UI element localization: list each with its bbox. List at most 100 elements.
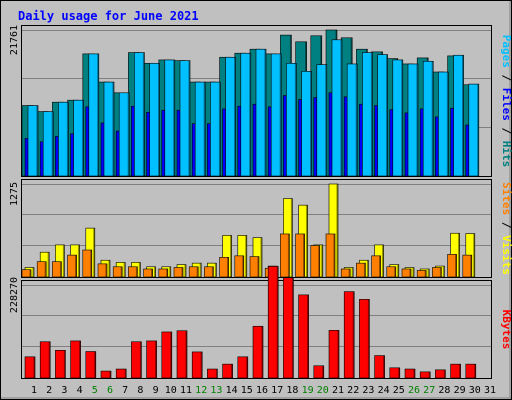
sites-visits-bar-sites	[447, 254, 457, 278]
pages-files-hits-bar-pages	[377, 54, 388, 177]
sites-visits-bar-sites	[295, 233, 305, 278]
pages-files-hits-bar-pages	[407, 63, 419, 177]
kbytes-bar-kbytes	[389, 367, 401, 379]
kbytes-bar-kbytes	[328, 330, 340, 379]
day-label: 18	[286, 385, 298, 396]
panel-1-legend: Pages / Files / Hits	[500, 35, 512, 168]
day-label: 17	[271, 385, 283, 396]
day-label: 29	[454, 385, 466, 396]
day-label: 2	[46, 385, 52, 396]
pages-files-hits-bar-pages	[194, 81, 206, 177]
sites-visits-bar-sites	[356, 262, 366, 278]
day-label: 27	[423, 385, 435, 396]
chart-title: Daily usage for June 2021	[18, 9, 199, 23]
kbytes-bar-kbytes	[298, 294, 309, 379]
sites-visits-bar-sites	[386, 266, 397, 278]
kbytes-bar-kbytes	[85, 351, 97, 379]
pages-files-hits-bar-pages	[331, 39, 343, 177]
day-label: 6	[107, 385, 113, 396]
kbytes-bar-kbytes	[283, 277, 294, 379]
pages-files-hits-bar-pages	[392, 59, 404, 177]
sites-visits-bar-sites	[310, 245, 321, 278]
sites-visits-bar-sites	[128, 266, 138, 278]
kbytes-bar-kbytes	[24, 356, 36, 379]
pages-files-hits-bar-pages	[240, 52, 252, 177]
legend-entry: Files	[500, 88, 512, 121]
day-label: 24	[378, 385, 390, 396]
day-label: 3	[61, 385, 67, 396]
sites-visits-bar-sites	[219, 257, 229, 278]
sites-visits-bar-sites	[401, 268, 412, 278]
kbytes-bar-kbytes	[267, 266, 279, 379]
kbytes-bar-kbytes	[419, 371, 431, 379]
kbytes-bar-kbytes	[115, 368, 127, 379]
kbytes-bar-kbytes	[435, 369, 446, 379]
legend-entry: Hits	[500, 141, 512, 168]
sites-visits-bar-sites	[173, 267, 184, 278]
pages-files-hits-bar-pages	[438, 71, 449, 177]
kbytes-bar-kbytes	[131, 341, 142, 379]
sites-visits-bar-sites	[462, 254, 473, 278]
sites-visits-bar-sites	[82, 249, 93, 278]
kbytes-bar-kbytes	[207, 368, 218, 379]
kbytes-bar-kbytes	[359, 299, 370, 379]
sites-visits-bar-sites	[112, 266, 123, 278]
kbytes-bar-kbytes	[343, 291, 355, 379]
kbytes-bar-kbytes	[252, 325, 264, 379]
legend-entry: Visits	[500, 235, 512, 275]
kbytes-bar-kbytes	[55, 349, 66, 379]
day-label: 15	[241, 385, 253, 396]
kbytes-bar-kbytes	[313, 365, 325, 379]
day-label: 4	[77, 385, 83, 396]
pages-files-hits-bar-pages	[164, 59, 176, 177]
legend-entry: /	[500, 215, 512, 235]
kbytes-bar-kbytes	[100, 370, 112, 379]
legend-entry: /	[500, 68, 512, 88]
legend-entry: Sites	[500, 182, 512, 215]
pages-files-hits-bar-pages	[270, 53, 282, 177]
kbytes-bar-kbytes	[191, 351, 203, 379]
day-label: 12	[195, 385, 207, 396]
pages-files-hits-bar-pages	[422, 60, 434, 177]
day-label: 8	[137, 385, 143, 396]
pages-files-hits-bar-pages	[149, 62, 160, 177]
day-label: 30	[469, 385, 481, 396]
pages-files-hits-bar-pages	[210, 81, 221, 177]
pages-files-hits-bar-pages	[453, 54, 464, 177]
kbytes-bar-kbytes	[222, 363, 233, 379]
day-label: 16	[256, 385, 268, 396]
bars	[21, 29, 480, 379]
day-label: 1	[31, 385, 37, 396]
sites-visits-bar-sites	[325, 233, 336, 278]
sites-visits-bar-sites	[21, 269, 32, 278]
legend-entry: /	[500, 121, 512, 141]
sites-visits-bar-sites	[204, 266, 214, 278]
day-label: 31	[484, 385, 496, 396]
day-label: 19	[302, 385, 314, 396]
pages-files-hits-bar-pages	[134, 52, 145, 177]
day-label: 13	[210, 385, 222, 396]
kbytes-bar-kbytes	[146, 340, 157, 379]
sites-visits-bar-sites	[143, 268, 153, 278]
pages-files-hits-bar-pages	[255, 48, 267, 177]
panel-3-max-label: 228270	[9, 277, 20, 313]
kbytes-bar-kbytes	[70, 340, 81, 379]
panel-2-legend: Sites / Visits	[500, 182, 512, 275]
panel-1-max-label: 21761	[9, 25, 20, 55]
pages-files-hits-bar-pages	[118, 92, 130, 177]
sites-visits-bar-sites	[280, 233, 290, 278]
pages-files-hits-bar-pages	[346, 63, 358, 177]
kbytes-bar-kbytes	[161, 331, 173, 379]
kbytes-bar-kbytes	[450, 363, 461, 379]
day-label: 26	[408, 385, 420, 396]
day-label: 25	[393, 385, 405, 396]
day-label: 21	[332, 385, 344, 396]
sites-visits-bar-sites	[52, 261, 62, 278]
pages-files-hits-bar-pages	[103, 81, 115, 177]
pages-files-hits-bar-pages	[88, 53, 100, 177]
sites-visits-bar-sites	[432, 267, 442, 278]
kbytes-bar-kbytes	[237, 356, 249, 379]
sites-visits-bar-sites	[371, 255, 381, 278]
pages-files-hits-bar-pages	[73, 99, 84, 177]
